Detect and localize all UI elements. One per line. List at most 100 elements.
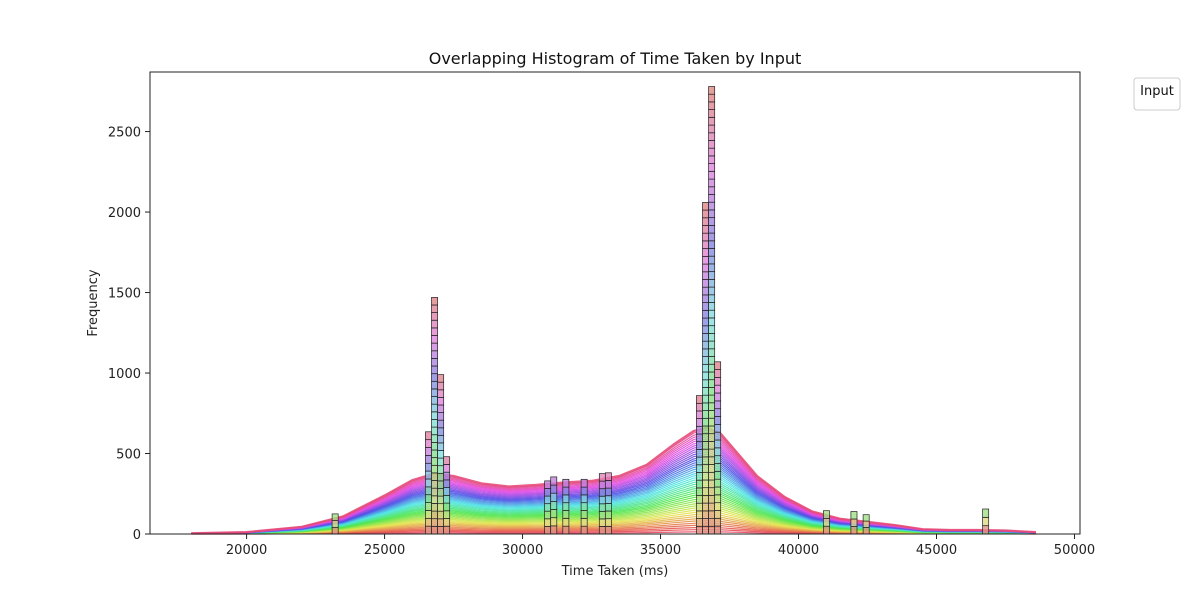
histogram-bar-segment bbox=[604, 472, 612, 481]
histogram-bar-segment bbox=[431, 449, 438, 458]
histogram-bar-segment bbox=[696, 479, 703, 489]
histogram-bar-segment bbox=[431, 526, 438, 535]
histogram-bar-segment bbox=[550, 509, 558, 519]
histogram-bar-segment bbox=[702, 256, 709, 265]
histogram-bar-segment bbox=[696, 433, 703, 443]
histogram-bar-segment bbox=[714, 377, 722, 386]
legend-box bbox=[1133, 77, 1181, 111]
histogram-bar-segment bbox=[443, 525, 451, 535]
x-axis: 20000 25000 30000 35000 40000 45000 50000 bbox=[226, 534, 1095, 558]
histogram-bar-segment bbox=[702, 348, 709, 357]
histogram-bar-segment bbox=[702, 317, 709, 327]
histogram-bar-segment bbox=[702, 240, 709, 249]
histogram-bar-segment bbox=[431, 335, 438, 344]
histogram-bar-segment bbox=[708, 363, 716, 373]
histogram-bar-segment bbox=[425, 470, 432, 480]
histogram-bar-segment bbox=[431, 319, 438, 329]
histogram-bar-segment bbox=[708, 325, 716, 334]
histogram-bar-segment bbox=[425, 431, 432, 441]
histogram-bar-segment bbox=[708, 86, 716, 95]
histogram-bar-segment bbox=[437, 503, 445, 512]
histogram-bar-segment bbox=[702, 271, 709, 280]
histogram-bar-segment bbox=[702, 263, 709, 273]
histogram-bar-segment bbox=[708, 217, 716, 226]
histogram-bar-segment bbox=[425, 525, 432, 535]
histogram-bar-segment bbox=[696, 425, 703, 435]
histogram-bar-segment bbox=[714, 486, 722, 496]
histogram-bar-segment bbox=[708, 340, 716, 350]
histogram-bar-segment bbox=[443, 502, 451, 512]
histogram-bar-segment bbox=[580, 478, 588, 488]
histogram-bar-segment bbox=[708, 433, 716, 442]
histogram-bar-segment bbox=[702, 425, 709, 435]
histogram-bar-segment bbox=[862, 514, 870, 522]
y-tick-label: 1000 bbox=[108, 367, 141, 382]
histogram-bar-segment bbox=[708, 155, 716, 164]
histogram-bar-segment bbox=[544, 503, 552, 512]
histogram-bar-segment bbox=[550, 525, 558, 535]
histogram-bar-segment bbox=[702, 286, 709, 296]
histogram-bar-segment bbox=[431, 373, 438, 382]
histogram-bar-segment bbox=[425, 517, 432, 527]
histogram-bar-segment bbox=[702, 225, 709, 234]
histogram-bar-segment bbox=[714, 525, 722, 535]
histogram-bar-segment bbox=[580, 510, 588, 519]
histogram-bar-segment bbox=[823, 518, 830, 527]
histogram-bar-segment bbox=[982, 525, 990, 535]
histogram-bar-segment bbox=[425, 486, 432, 496]
histogram-bar-segment bbox=[598, 488, 606, 497]
x-tick-label: 20000 bbox=[226, 543, 267, 558]
histogram-bar-segment bbox=[702, 525, 709, 535]
x-axis-label: Time Taken (ms) bbox=[561, 564, 669, 579]
histogram-bar-segment bbox=[550, 476, 558, 486]
histogram-bar-segment bbox=[714, 392, 722, 402]
histogram-bar-segment bbox=[714, 408, 722, 417]
histogram-bar-segment bbox=[431, 396, 438, 405]
histogram-bar-segment bbox=[437, 472, 445, 482]
histogram-bar-segment bbox=[714, 447, 722, 457]
histogram-bar-segment bbox=[431, 503, 438, 512]
histogram-bar-segment bbox=[437, 434, 445, 444]
histogram-bar-segment bbox=[850, 511, 858, 520]
histogram-bar-segment bbox=[982, 508, 990, 518]
histogram-bar-segment bbox=[425, 510, 432, 519]
histogram-bar-segment bbox=[702, 209, 709, 219]
histogram-bar-segment bbox=[708, 271, 716, 280]
histogram-bar-segment bbox=[708, 194, 716, 203]
histogram-bar-segment bbox=[708, 371, 716, 381]
histogram-bar-segment bbox=[544, 526, 552, 535]
histogram-bar-segment bbox=[604, 487, 612, 497]
histogram-bar-segment bbox=[696, 495, 703, 504]
histogram-bar-segment bbox=[696, 510, 703, 519]
histogram-bar-segment bbox=[714, 369, 722, 378]
histogram-bar-segment bbox=[425, 447, 432, 456]
histogram-bar-segment bbox=[702, 356, 709, 365]
histogram-bar-segment bbox=[431, 487, 438, 497]
histogram-bar-segment bbox=[431, 380, 438, 390]
histogram-bar-segment bbox=[708, 132, 716, 141]
histogram-bar-segment bbox=[437, 450, 445, 459]
histogram-bar-segment bbox=[702, 325, 709, 334]
histogram-bar-segment bbox=[702, 487, 709, 496]
histogram-bar-segment bbox=[708, 525, 716, 535]
kde-series-line bbox=[191, 426, 1036, 535]
histogram-bar-segment bbox=[708, 93, 716, 103]
histogram-bar-segment bbox=[714, 361, 722, 370]
x-tick-label: 40000 bbox=[778, 543, 819, 558]
histogram-bar-segment bbox=[702, 464, 709, 473]
histogram-bar-segment bbox=[708, 101, 716, 110]
x-tick-label: 30000 bbox=[502, 543, 543, 558]
plot-frame bbox=[149, 71, 1081, 535]
histogram-bar-segment bbox=[437, 510, 445, 520]
histogram-bar-segment bbox=[598, 473, 606, 482]
histogram-bar-segment bbox=[443, 518, 451, 527]
x-tick-label: 25000 bbox=[364, 543, 405, 558]
y-tick-label: 0 bbox=[133, 528, 141, 543]
histogram-bar-segment bbox=[437, 526, 445, 535]
histogram-bar-segment bbox=[702, 340, 709, 350]
y-tick-label: 500 bbox=[116, 448, 141, 463]
histogram-bar-segment bbox=[696, 441, 703, 450]
histogram-bar-segment bbox=[708, 356, 716, 365]
histogram-bar-segment bbox=[708, 279, 716, 288]
histogram-bar-segment bbox=[604, 510, 612, 520]
